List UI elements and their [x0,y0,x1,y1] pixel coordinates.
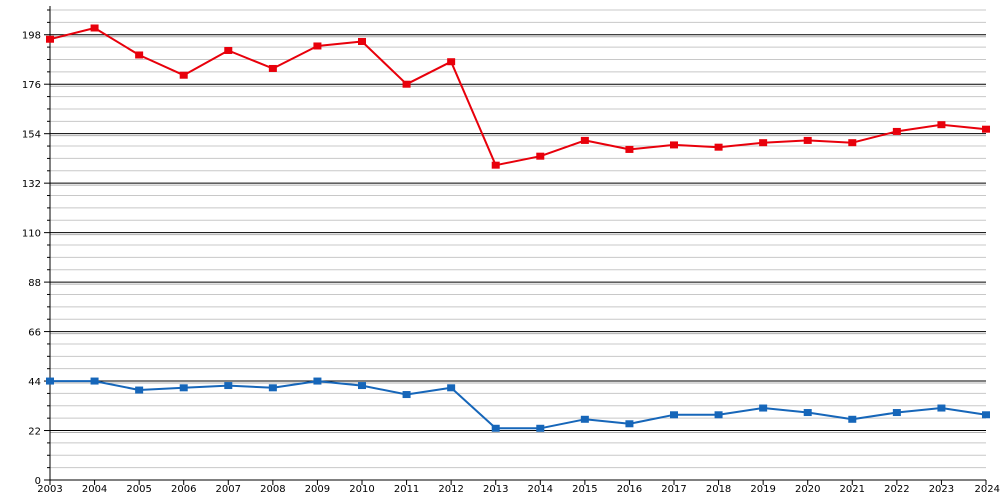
x-tick-label: 2011 [394,484,419,495]
series-1-point [491,161,500,169]
series-2-point [714,411,723,419]
series-1-point [268,64,277,72]
series-2-point [179,384,188,392]
x-tick-label: 2017 [661,484,686,495]
series-1-point [803,136,812,144]
tick-labels: 0 22 44 66 88 110 132 154 176 198 2003 2004 2005 2006… [22,31,1000,495]
series-1-point [179,71,188,79]
x-tick-label: 2008 [260,484,285,495]
series-1-point [447,58,456,66]
series-2-line [50,380,987,430]
series-2-point [803,409,812,417]
x-tick-label: 2004 [82,484,107,495]
x-tick-label: 2015 [572,484,597,495]
y-tick-label: 66 [28,328,41,339]
x-tick-label: 2022 [884,484,909,495]
x-tick-label: 2005 [126,484,151,495]
y-tick-label: 88 [28,278,41,289]
y-tick-label: 0 [35,476,41,487]
series-2-point [982,411,990,419]
series-1-point [358,37,366,45]
series-2-point [447,384,456,392]
series-1-point [580,136,589,144]
x-tick-label: 2013 [483,484,508,495]
series-2-point [625,420,634,428]
x-tick-label: 2014 [528,484,553,495]
series-1-point [625,145,634,153]
y-tick-label: 22 [28,427,41,438]
series-1-point [135,51,144,59]
x-tick-label: 2006 [171,484,196,495]
x-tick-label: 2024 [975,484,1000,495]
series-1-point [714,143,723,151]
series-2-point [135,386,144,394]
series-2-point [536,424,545,432]
series-2-point [90,377,99,385]
series-2-point [670,411,678,419]
series-1-point [670,141,678,149]
minor-gridlines [50,9,986,469]
series-2-point [46,377,54,385]
series-2-point [358,382,366,390]
series-2-point [224,382,233,390]
x-tick-label: 2018 [706,484,731,495]
series-1-line [49,27,987,167]
series-2-point [491,424,500,432]
series-2-point [268,384,277,392]
series-2-point [580,415,589,423]
x-tick-label: 2009 [305,484,330,495]
x-tick-label: 2020 [795,484,820,495]
series-1-point [982,125,990,133]
y-tick-label: 44 [28,377,41,388]
series-1-point [224,46,233,54]
series-1-point [759,139,768,147]
series-2-point [313,377,322,385]
x-tick-label: 2021 [840,484,865,495]
x-tick-label: 2010 [349,484,374,495]
y-tick-label: 176 [22,80,41,91]
x-tick-label: 2023 [929,484,954,495]
axes [44,6,987,485]
x-tick-label: 2003 [37,484,62,495]
series-2-point [848,415,857,423]
series-2-point [759,404,768,412]
series-1-point [892,127,901,135]
series-1-point [90,24,99,32]
y-tick-label: 132 [22,179,41,190]
y-tick-label: 110 [22,229,41,240]
series-1-point [848,139,857,147]
x-tick-label: 2016 [617,484,642,495]
series-2-point [937,404,946,412]
series-1-point [937,121,946,129]
x-tick-label: 2007 [216,484,241,495]
series-2-point [402,391,411,399]
series-1-point [313,42,322,50]
series-1-point [402,80,411,88]
major-gridlines [50,34,986,434]
x-tick-label: 2019 [750,484,775,495]
series-2-point [892,409,901,417]
series-1-point [46,35,54,43]
y-tick-label: 154 [22,130,41,141]
x-tick-label: 2012 [438,484,463,495]
series-1-point [536,152,545,160]
series-layer [46,24,990,432]
y-tick-label: 198 [22,31,41,42]
